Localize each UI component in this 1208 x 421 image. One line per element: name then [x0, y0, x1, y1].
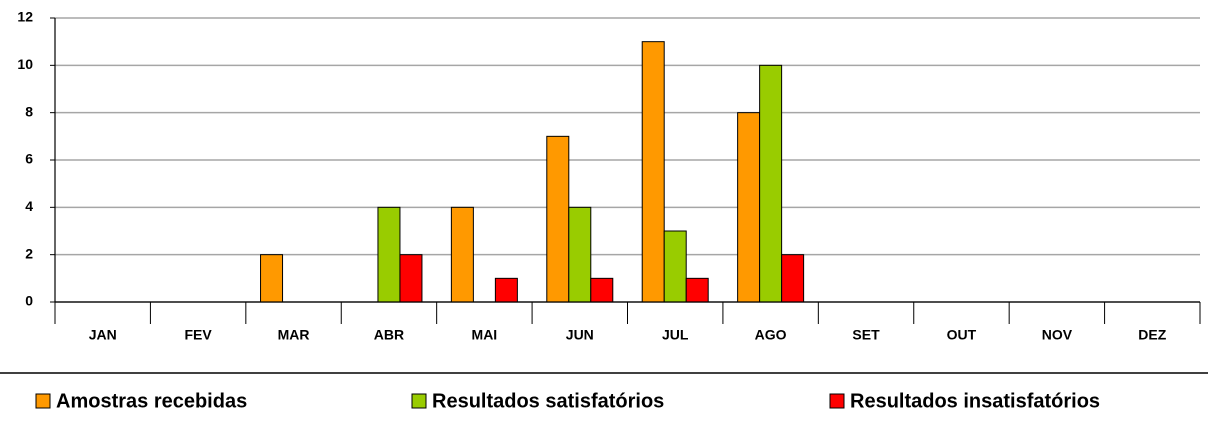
- legend-swatch: [829, 393, 845, 409]
- x-tick-label: OUT: [947, 327, 977, 343]
- x-tick-label: SET: [852, 327, 880, 343]
- y-tick-label: 6: [25, 151, 33, 167]
- bar: [494, 277, 518, 303]
- y-tick-label: 10: [17, 56, 33, 72]
- bar: [641, 41, 665, 303]
- bar: [568, 206, 592, 303]
- y-tick-label: 12: [17, 9, 33, 25]
- x-tick-label: AGO: [755, 327, 787, 343]
- bar: [781, 254, 805, 303]
- bar: [546, 135, 570, 303]
- x-tick-label: JAN: [89, 327, 117, 343]
- bar: [260, 254, 284, 303]
- legend-label: Resultados satisfatórios: [432, 390, 664, 412]
- x-tick-label: FEV: [185, 327, 213, 343]
- bar: [759, 64, 783, 303]
- x-tick-label: JUL: [662, 327, 689, 343]
- legend-swatch: [35, 393, 51, 409]
- bar: [737, 112, 761, 303]
- x-tick-label: DEZ: [1138, 327, 1166, 343]
- legend-label: Amostras recebidas: [56, 390, 247, 412]
- x-tick-label: NOV: [1042, 327, 1073, 343]
- bar: [590, 277, 614, 303]
- y-tick-label: 2: [25, 245, 33, 261]
- y-tick-label: 8: [25, 103, 33, 119]
- x-tick-label: ABR: [374, 327, 404, 343]
- bar: [663, 230, 687, 303]
- bar: [450, 206, 474, 303]
- x-tick-label: MAR: [278, 327, 310, 343]
- legend-label: Resultados insatisfatórios: [850, 390, 1100, 412]
- x-tick-label: MAI: [472, 327, 498, 343]
- y-tick-label: 4: [25, 198, 33, 214]
- bar: [377, 206, 401, 303]
- bar: [399, 254, 423, 303]
- y-tick-label: 0: [25, 293, 33, 309]
- bar: [685, 277, 709, 303]
- legend-swatch: [411, 393, 427, 409]
- x-tick-label: JUN: [566, 327, 594, 343]
